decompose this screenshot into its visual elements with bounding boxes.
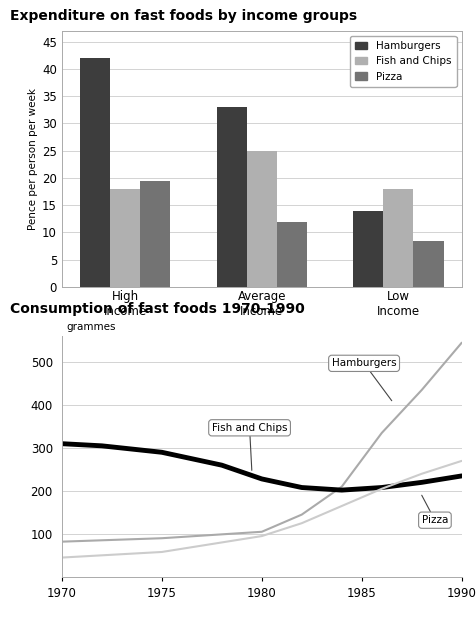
Bar bbox=[414, 241, 444, 287]
Bar bbox=[217, 107, 247, 287]
Y-axis label: Pence per person per week: Pence per person per week bbox=[28, 88, 38, 230]
Text: grammes: grammes bbox=[67, 322, 116, 332]
Bar bbox=[140, 181, 170, 287]
Text: Pizza: Pizza bbox=[422, 495, 448, 525]
Text: Fish and Chips: Fish and Chips bbox=[212, 423, 288, 470]
Text: Expenditure on fast foods by income groups: Expenditure on fast foods by income grou… bbox=[10, 9, 357, 23]
Bar bbox=[353, 210, 384, 287]
Bar bbox=[110, 189, 140, 287]
Bar bbox=[277, 222, 307, 287]
Bar bbox=[384, 189, 414, 287]
Bar bbox=[247, 151, 277, 287]
Legend: Hamburgers, Fish and Chips, Pizza: Hamburgers, Fish and Chips, Pizza bbox=[350, 36, 456, 87]
Text: Hamburgers: Hamburgers bbox=[332, 358, 397, 400]
Text: Consumption of fast foods 1970-1990: Consumption of fast foods 1970-1990 bbox=[10, 302, 304, 316]
Bar bbox=[80, 58, 110, 287]
